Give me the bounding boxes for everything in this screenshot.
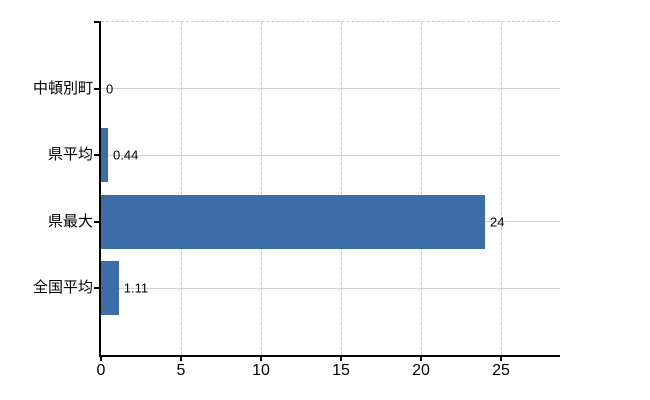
bar (101, 194, 485, 249)
horizontal-gridline (101, 287, 560, 289)
x-axis-tick-label: 15 (332, 362, 350, 379)
bar-value-label: 0.44 (113, 147, 139, 163)
vertical-gridline (501, 22, 502, 355)
bar-value-label: 1.11 (123, 280, 149, 296)
x-axis-tick-label: 25 (492, 362, 510, 379)
x-axis-tick-label: 5 (176, 362, 186, 379)
category-label: 全国平均 (32, 279, 93, 296)
x-axis-tick (420, 357, 422, 361)
y-axis-line (99, 21, 101, 357)
y-axis-top-tick (94, 21, 101, 23)
vertical-gridline (421, 22, 422, 355)
bar-value-label: 24 (490, 214, 505, 229)
y-axis-tick (94, 154, 101, 156)
category-label: 県最大 (47, 212, 93, 230)
vertical-gridline (181, 22, 182, 355)
x-axis-tick (180, 357, 182, 361)
x-axis-tick (340, 357, 342, 361)
x-axis-line (99, 355, 560, 357)
x-axis-tick (100, 357, 102, 361)
vertical-gridline (341, 22, 342, 355)
y-axis-tick (94, 220, 101, 223)
vertical-gridline (261, 22, 262, 355)
x-axis-tick (260, 357, 262, 361)
y-axis-tick (94, 287, 101, 289)
bar (101, 261, 119, 315)
plot-area: 0 中頓別町 0.44 県平均 24 県最大 1.11 全国平均 0 5 10 15 20 25 (33, 21, 560, 379)
x-axis-tick-label: 10 (252, 362, 270, 379)
x-axis-tick-label: 20 (412, 362, 430, 379)
x-axis-tick (500, 357, 502, 361)
category-label: 県平均 (47, 146, 93, 163)
horizontal-gridline (101, 154, 560, 156)
y-axis-tick (94, 87, 101, 90)
x-axis-tick-label: 0 (96, 362, 106, 379)
horizontal-gridline (101, 88, 560, 89)
bar (101, 128, 109, 182)
category-label: 中頓別町 (32, 79, 93, 97)
bar-value-label: 0 (106, 81, 114, 96)
